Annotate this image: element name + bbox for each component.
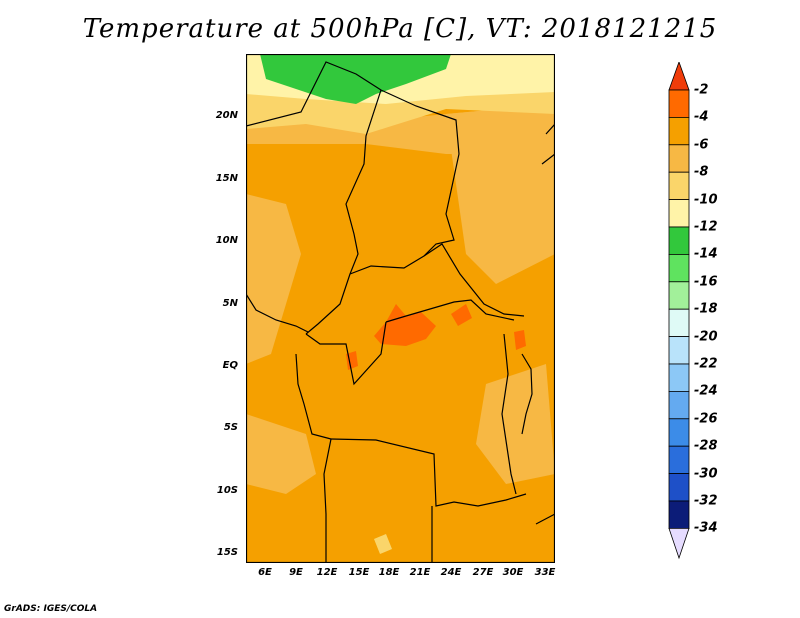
colorbar-label: -16 (694, 274, 718, 290)
colorbar-label: -2 (694, 82, 709, 98)
color-segment (668, 253, 690, 283)
colorbar-label: -28 (694, 438, 718, 454)
lon-label: 30E (502, 567, 524, 578)
lon-label: 12E (316, 567, 338, 578)
color-segment (668, 308, 690, 337)
colorbar-segments (668, 89, 690, 529)
colorbar-label: -20 (694, 329, 718, 345)
map-title: Temperature at 500hPa [C], VT: 201812121… (82, 14, 718, 44)
warm-patch-southeast (514, 330, 526, 350)
lon-label: 9E (289, 567, 303, 578)
political-boundaries (246, 56, 527, 563)
color-segment (668, 473, 690, 502)
color-segment (668, 199, 690, 228)
colorbar (668, 62, 690, 560)
green-cold-pocket (260, 54, 451, 104)
lon-label: 21E (409, 567, 431, 578)
lon-label: 27E (472, 567, 494, 578)
lat-label: 10S (216, 485, 238, 496)
color-segment (668, 281, 690, 310)
lat-label: 5S (223, 422, 238, 433)
cooler-band-north (246, 94, 555, 154)
color-segment (668, 117, 690, 146)
coastlines (246, 123, 555, 525)
color-segment (668, 144, 690, 173)
map-plot (246, 54, 555, 563)
color-segment (668, 89, 690, 118)
cooler-band-southeast (476, 364, 555, 484)
warm-core-central (374, 304, 436, 346)
colorbar-label: -18 (694, 301, 718, 317)
colorbar-label: -34 (694, 520, 718, 536)
lon-label: 24E (440, 567, 462, 578)
lon-label: 18E (378, 567, 400, 578)
color-segment (668, 390, 690, 420)
warm-patch-east (451, 304, 472, 326)
lat-label: 15S (216, 547, 238, 558)
color-segment (668, 171, 690, 200)
color-segment (668, 500, 690, 529)
colorbar-label: -10 (694, 192, 718, 208)
colorbar-label: -24 (694, 383, 718, 399)
cooler-band-southwest (246, 414, 316, 494)
color-segment (668, 363, 690, 392)
color-segment (668, 445, 690, 475)
lat-label: 5N (222, 298, 238, 309)
colorbar-label: -26 (694, 411, 718, 427)
colorbar-label: -32 (694, 493, 718, 509)
lat-label: EQ (222, 360, 238, 371)
colorbar-label: -30 (694, 466, 718, 482)
colorbar-label: -6 (694, 137, 709, 153)
colorbar-label: -4 (694, 109, 709, 125)
lat-label: 10N (215, 235, 238, 246)
color-segment (668, 336, 690, 365)
colorbar-bottom-arrow (668, 527, 690, 560)
lon-label: 6E (258, 567, 272, 578)
lon-label: 33E (534, 567, 556, 578)
color-segment (668, 226, 690, 255)
grads-credit: GrADS: IGES/COLA (4, 604, 98, 614)
lat-label: 20N (215, 110, 238, 121)
light-patch-south (374, 534, 392, 554)
colorbar-label: -22 (694, 356, 718, 372)
map-border (246, 54, 555, 563)
colorbar-label: -14 (694, 246, 718, 262)
colorbar-top-arrow (668, 62, 690, 91)
lon-label: 15E (348, 567, 370, 578)
color-segment (668, 418, 690, 447)
warm-patch-west (346, 351, 358, 370)
lat-label: 15N (215, 173, 238, 184)
colorbar-label: -12 (694, 219, 718, 235)
colorbar-label: -8 (694, 164, 709, 180)
cooler-band-west (246, 194, 301, 364)
